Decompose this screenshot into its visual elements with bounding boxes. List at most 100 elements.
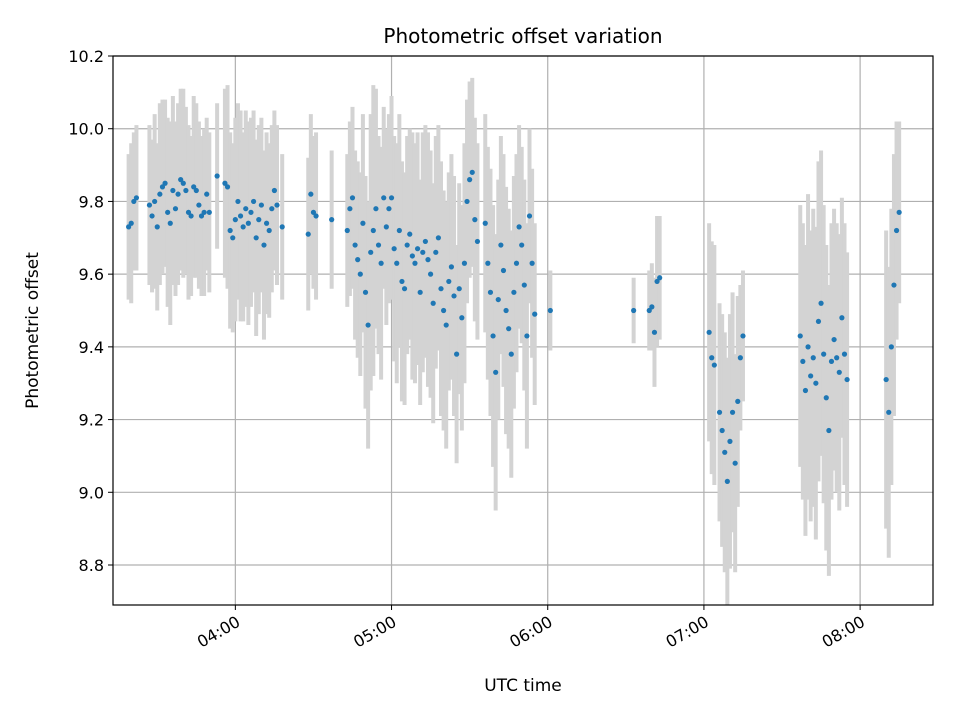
data-point — [422, 238, 428, 245]
data-point — [370, 227, 376, 234]
data-point — [823, 395, 829, 401]
data-point — [274, 202, 280, 208]
data-point — [532, 311, 538, 317]
data-point — [649, 304, 655, 310]
data-point — [467, 177, 473, 183]
data-point — [375, 242, 382, 248]
data-point — [248, 209, 254, 215]
data-point — [513, 260, 520, 266]
data-point — [224, 184, 231, 190]
data-point — [735, 398, 741, 404]
data-point — [430, 300, 436, 306]
data-point — [433, 249, 439, 255]
data-point — [152, 198, 158, 205]
data-point — [498, 242, 504, 248]
data-point — [724, 478, 730, 484]
data-point — [732, 460, 738, 466]
data-point — [883, 376, 889, 383]
data-point — [485, 260, 491, 266]
data-point — [269, 206, 275, 212]
data-point — [427, 271, 434, 277]
data-point — [716, 409, 723, 415]
data-point — [133, 195, 140, 201]
data-point — [355, 257, 361, 263]
data-point — [722, 449, 728, 455]
data-point — [305, 231, 311, 237]
data-point — [646, 307, 652, 314]
data-point — [310, 209, 317, 215]
data-point — [516, 224, 522, 230]
data-point — [222, 180, 228, 186]
data-point — [399, 278, 405, 285]
data-point — [443, 322, 449, 328]
data-point — [802, 387, 809, 394]
data-point — [149, 213, 155, 219]
y-tick-label: 9.6 — [79, 265, 104, 284]
data-point — [250, 198, 257, 205]
data-point — [196, 202, 202, 208]
data-point — [831, 336, 837, 343]
data-point — [128, 220, 134, 226]
data-point — [157, 191, 163, 197]
data-point — [511, 289, 517, 295]
data-point — [206, 209, 212, 215]
data-point — [706, 329, 712, 335]
data-point — [454, 351, 460, 357]
data-point — [357, 271, 363, 277]
data-point — [521, 282, 527, 288]
data-point — [805, 344, 811, 350]
data-point — [383, 224, 389, 230]
data-point — [508, 351, 514, 357]
data-point — [657, 275, 663, 281]
data-point — [407, 231, 413, 237]
data-point — [180, 180, 186, 186]
data-point — [368, 249, 374, 255]
plot-frame — [112, 55, 934, 606]
y-tick-label: 9.2 — [79, 411, 104, 430]
data-point — [547, 307, 553, 314]
data-point — [167, 220, 173, 226]
data-point — [391, 246, 397, 252]
data-point — [821, 351, 827, 357]
data-point — [201, 209, 207, 215]
data-point — [651, 329, 658, 335]
data-point — [826, 427, 832, 434]
data-point — [193, 187, 199, 194]
y-tick-label: 10.0 — [68, 120, 104, 139]
data-point — [472, 217, 478, 223]
data-point — [482, 220, 488, 226]
data-point — [185, 209, 192, 215]
data-point — [800, 358, 806, 365]
data-point — [329, 217, 335, 223]
data-point — [526, 213, 533, 219]
data-point — [344, 227, 350, 234]
data-point — [214, 173, 220, 179]
data-point — [729, 409, 736, 415]
data-point — [841, 351, 848, 357]
data-point — [230, 235, 236, 241]
data-point — [420, 249, 426, 255]
data-point — [198, 213, 205, 219]
data-point — [737, 355, 743, 361]
data-point — [810, 355, 816, 361]
y-tick-label: 9.8 — [79, 192, 104, 211]
y-axis-title: Photometric offset — [23, 252, 43, 409]
data-point — [191, 184, 197, 190]
data-point — [243, 206, 249, 212]
data-point — [352, 242, 358, 248]
data-point — [245, 220, 251, 226]
data-point — [253, 235, 259, 241]
data-point — [240, 224, 246, 230]
data-point — [719, 427, 725, 434]
data-point — [170, 187, 176, 194]
data-point — [308, 191, 314, 197]
data-point — [261, 242, 267, 248]
data-point — [893, 227, 900, 234]
data-point — [503, 307, 509, 314]
data-point — [266, 227, 272, 234]
data-point — [362, 289, 369, 295]
data-point — [813, 380, 819, 386]
data-point — [448, 264, 455, 270]
data-point — [828, 358, 835, 365]
